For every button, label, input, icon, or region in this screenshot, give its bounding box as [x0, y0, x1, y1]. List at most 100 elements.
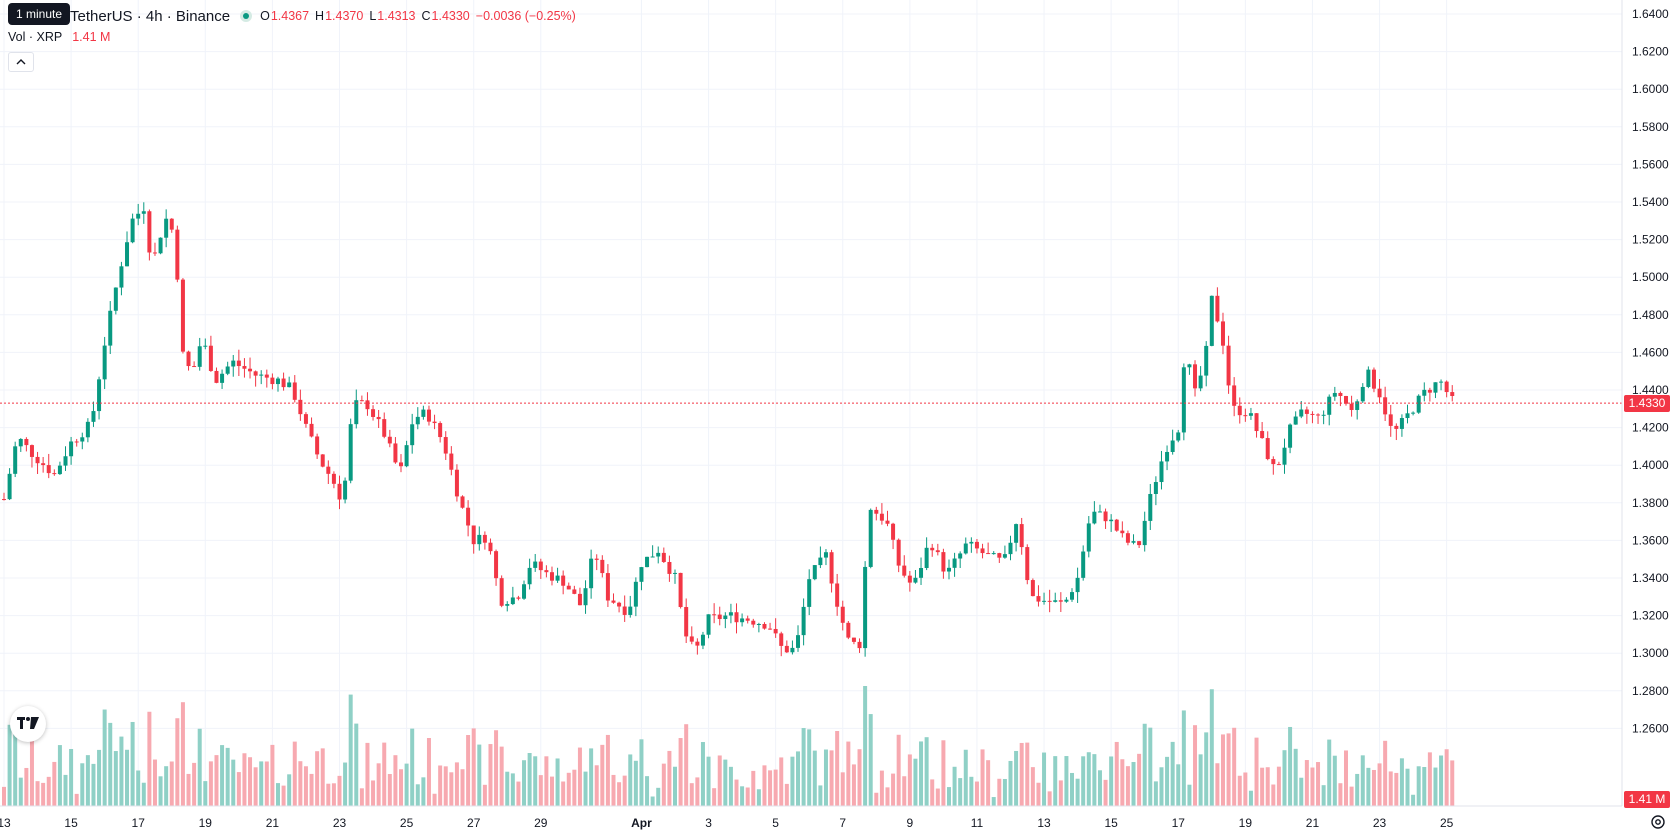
symbol-title[interactable]: TetherUS · 4h · Binance — [70, 7, 231, 25]
ohlc-close: C1.4330 — [421, 9, 470, 23]
candle-body — [706, 614, 711, 635]
settings-gear-icon[interactable] — [1649, 813, 1667, 831]
price-candles — [2, 202, 1455, 657]
candle-body — [879, 513, 884, 521]
candle-body — [622, 606, 627, 615]
candle-body — [958, 553, 963, 559]
volume-bar — [1355, 773, 1360, 806]
candle-body — [969, 541, 974, 544]
volume-bar — [1293, 748, 1298, 806]
candle-body — [248, 368, 253, 372]
time-tick-label: 3 — [705, 816, 712, 830]
candle-body — [259, 374, 264, 376]
volume-bar — [382, 742, 387, 806]
price-tick-label: 1.6000 — [1632, 82, 1669, 96]
volume-bar — [303, 766, 308, 806]
volume-bar — [1338, 783, 1343, 806]
candle-body — [522, 584, 527, 599]
candle-body — [29, 445, 34, 457]
candle-body — [2, 499, 6, 501]
volume-bar — [2, 786, 6, 806]
market-status-icon[interactable] — [240, 10, 253, 22]
candle-body — [477, 534, 482, 545]
last-price-tag: 1.4330 — [1624, 394, 1670, 412]
candle-body — [924, 547, 929, 568]
price-tick-label: 1.4000 — [1632, 458, 1669, 472]
volume-bar — [449, 772, 454, 806]
candle-body — [35, 456, 40, 464]
candle-body — [1433, 382, 1438, 393]
candle-body — [152, 252, 157, 254]
volume-bar — [527, 753, 532, 806]
time-tick-label: 5 — [772, 816, 779, 830]
candle-body — [611, 600, 616, 603]
volume-bar — [1036, 782, 1041, 806]
collapse-legend-button[interactable] — [8, 52, 34, 72]
candle-body — [253, 371, 258, 376]
volume-bar — [35, 781, 40, 806]
volume-bar — [986, 760, 991, 806]
candle-body — [723, 615, 728, 620]
volume-bar — [253, 767, 258, 806]
volume-bar — [147, 711, 152, 806]
candle-body — [779, 633, 784, 646]
volume-label[interactable]: Vol · XRP — [8, 30, 63, 44]
candle-body — [740, 618, 745, 623]
candle-body — [566, 585, 571, 590]
time-tick-label: 23 — [1373, 816, 1387, 830]
candle-body — [885, 520, 890, 524]
interval-tooltip: 1 minute — [8, 3, 71, 25]
volume-bar — [315, 751, 320, 806]
volume-bar — [275, 783, 280, 806]
candle-body — [315, 436, 320, 455]
volume-bar — [930, 779, 935, 806]
volume-bar — [812, 750, 817, 806]
candle-body — [577, 593, 582, 606]
volume-bar — [1260, 767, 1265, 806]
candle-body — [1176, 432, 1181, 441]
volume-bar — [482, 784, 487, 806]
time-tick-label: 17 — [132, 816, 146, 830]
volume-bar — [969, 776, 974, 806]
volume-bar — [399, 769, 404, 806]
volume-bar — [997, 778, 1002, 806]
volume-bar — [902, 776, 907, 806]
price-tick-label: 1.6200 — [1632, 45, 1669, 59]
candle-body — [667, 561, 672, 574]
volume-bar — [1304, 760, 1309, 806]
candle-body — [1405, 413, 1410, 419]
volume-bar — [1243, 772, 1248, 806]
candle-body — [275, 378, 280, 385]
candle-body — [354, 400, 359, 425]
volume-bar — [874, 792, 879, 806]
candle-body — [52, 473, 57, 475]
candle-body — [97, 379, 102, 412]
time-tick-label: 27 — [467, 816, 481, 830]
candle-body — [863, 566, 868, 649]
candle-body — [147, 211, 152, 253]
volume-bar — [1159, 767, 1164, 806]
price-tick-label: 1.3200 — [1632, 609, 1669, 623]
candle-body — [829, 552, 834, 584]
volume-bar — [119, 736, 124, 806]
volume-bar — [1394, 772, 1399, 806]
candle-body — [801, 606, 806, 636]
candle-body — [1293, 416, 1298, 425]
candle-body — [421, 409, 426, 417]
tradingview-logo[interactable] — [10, 706, 46, 742]
volume-bar — [935, 788, 940, 806]
volume-bar — [544, 756, 549, 806]
candle-body — [488, 542, 493, 552]
candle-body — [1416, 395, 1421, 413]
candle-body — [1377, 388, 1382, 398]
volume-bar — [1433, 767, 1438, 806]
candle-body — [1092, 511, 1097, 524]
price-tick-label: 1.3400 — [1632, 571, 1669, 585]
candle-body — [527, 567, 532, 585]
time-tick-label: 21 — [1306, 816, 1320, 830]
volume-bar — [1025, 742, 1030, 806]
volume-bar — [1114, 741, 1119, 806]
candle-body — [695, 641, 700, 646]
candle-body — [203, 345, 208, 347]
